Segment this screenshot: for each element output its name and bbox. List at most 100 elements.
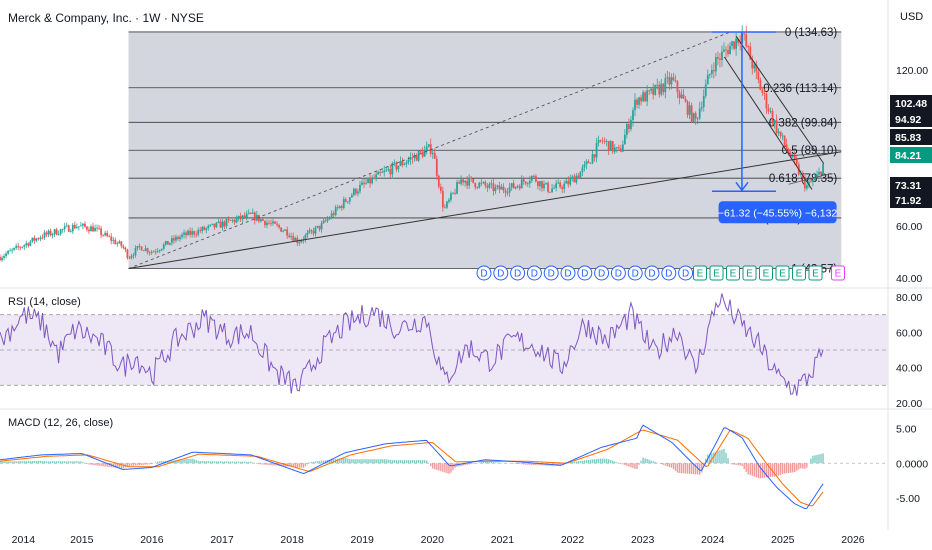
axes: 40.00 60.00 120.00 102.48 94.92 85.83 84.21 73.… (12, 65, 932, 546)
price-candle-body (286, 229, 289, 236)
macd-histogram-bar (581, 460, 584, 464)
upcoming-earnings-marker (831, 265, 845, 281)
price-candle-body (486, 185, 489, 188)
price-candle-body (621, 144, 624, 152)
price-candle-body (3, 256, 5, 258)
macd-histogram-bar (371, 459, 373, 464)
macd-histogram-bar (126, 463, 129, 467)
price-candle-body (173, 238, 175, 241)
fibonacci-retracement[interactable]: 0 (134.63)0.236 (113.14)0.382 (99.84)0.5… (128, 27, 842, 276)
dividend-marker (610, 265, 626, 281)
price-candle-body (506, 192, 509, 194)
price-candle-body (429, 144, 432, 154)
macd-histogram-bar (219, 461, 222, 464)
price-candle-body (185, 232, 187, 236)
price-candle-body (31, 237, 34, 242)
macd-histogram-bar (519, 463, 521, 465)
macd-histogram-bar (114, 463, 116, 468)
macd-histogram-bar (310, 461, 313, 464)
price-candle-body (545, 182, 547, 184)
price-candle-body (783, 135, 786, 145)
macd-histogram-bar (401, 460, 404, 464)
price-candle-body (603, 141, 606, 142)
price-candle-body (583, 164, 586, 168)
macd-histogram-bar (634, 463, 636, 469)
macd-histogram-bar (260, 463, 262, 465)
price-candle-body (108, 236, 111, 237)
macd-histogram-bar (280, 463, 282, 467)
price-candle-body (130, 256, 133, 259)
macd-histogram-bar (159, 461, 161, 464)
macd-histogram-bar (640, 460, 642, 464)
macd-histogram-bar (682, 463, 685, 474)
price-candle-body (35, 238, 38, 241)
macd-histogram-bar (612, 460, 614, 464)
macd-histogram-bar (587, 459, 590, 464)
price-candle-body (593, 154, 596, 158)
macd-histogram-bar (377, 459, 379, 464)
drawings[interactable]: −61.32 (−45.55%) −6,132 (128, 31, 842, 270)
dividend-marker (594, 265, 610, 281)
price-candle-body (150, 252, 153, 254)
price-candle-body (23, 245, 26, 247)
price-candle-body (611, 141, 614, 152)
price-candle-body (195, 234, 198, 236)
time-tick-label: 2024 (701, 534, 725, 546)
macd-histogram-bar (316, 461, 319, 464)
macd-histogram-bar (674, 463, 677, 471)
price-candle-body (170, 238, 173, 243)
price-candle-body (53, 229, 56, 235)
price-candle-body (393, 162, 396, 164)
price-candle-body (385, 169, 388, 171)
macd-histogram-bar (274, 463, 276, 466)
macd-histogram-bar (492, 462, 495, 464)
price-candle-body (441, 190, 444, 208)
price-candle-body (136, 245, 139, 249)
macd-histogram-bar (136, 463, 139, 466)
price-candle-body (702, 95, 705, 108)
price-candle-body (717, 57, 719, 59)
price-candle-body (116, 243, 119, 245)
price-tag (890, 111, 932, 127)
price-candle-body (557, 182, 560, 184)
price-candle-body (484, 181, 487, 186)
macd-tick-label: 0.0000 (896, 458, 928, 470)
macd-histogram-bar (417, 460, 420, 464)
dividend-marker (627, 265, 643, 281)
price-candle-body (193, 231, 196, 235)
macd-histogram-bar (379, 459, 381, 464)
macd-histogram-bar (213, 461, 216, 464)
macd-histogram-bar (363, 459, 365, 464)
price-candle-body (324, 220, 327, 222)
time-tick-label: 2016 (140, 534, 164, 546)
price-candle-body (626, 124, 628, 135)
price-candle-body (658, 84, 661, 95)
price-candle-body (636, 99, 638, 105)
price-candle-body (694, 113, 697, 119)
macd-histogram-bar (343, 457, 345, 464)
macd-histogram-bar (644, 458, 646, 464)
price-candle-body (367, 177, 369, 183)
macd-histogram-bar (820, 453, 822, 464)
price-candle-body (555, 183, 558, 188)
price-candle-body (205, 228, 208, 230)
macd-histogram-bar (603, 458, 606, 464)
price-candle-body (688, 105, 691, 115)
macd-histogram-bar (494, 462, 497, 464)
rsi-tick-label: 40.00 (896, 363, 922, 375)
price-candle-body (779, 131, 782, 136)
price-candle-body (585, 161, 588, 165)
price-candle-body (577, 175, 580, 178)
price-candle-body (607, 141, 610, 152)
price-tag (890, 147, 932, 163)
price-candle-body (352, 188, 355, 196)
macd-histogram-bar (193, 459, 195, 464)
price-candle-body (599, 139, 602, 141)
price-candle-body (755, 64, 758, 72)
macd-histogram-bar (233, 461, 236, 464)
price-candle-body (45, 232, 48, 235)
macd-histogram-bar (794, 463, 796, 473)
macd-histogram-bar (421, 460, 424, 464)
macd-histogram-bar (763, 463, 766, 478)
